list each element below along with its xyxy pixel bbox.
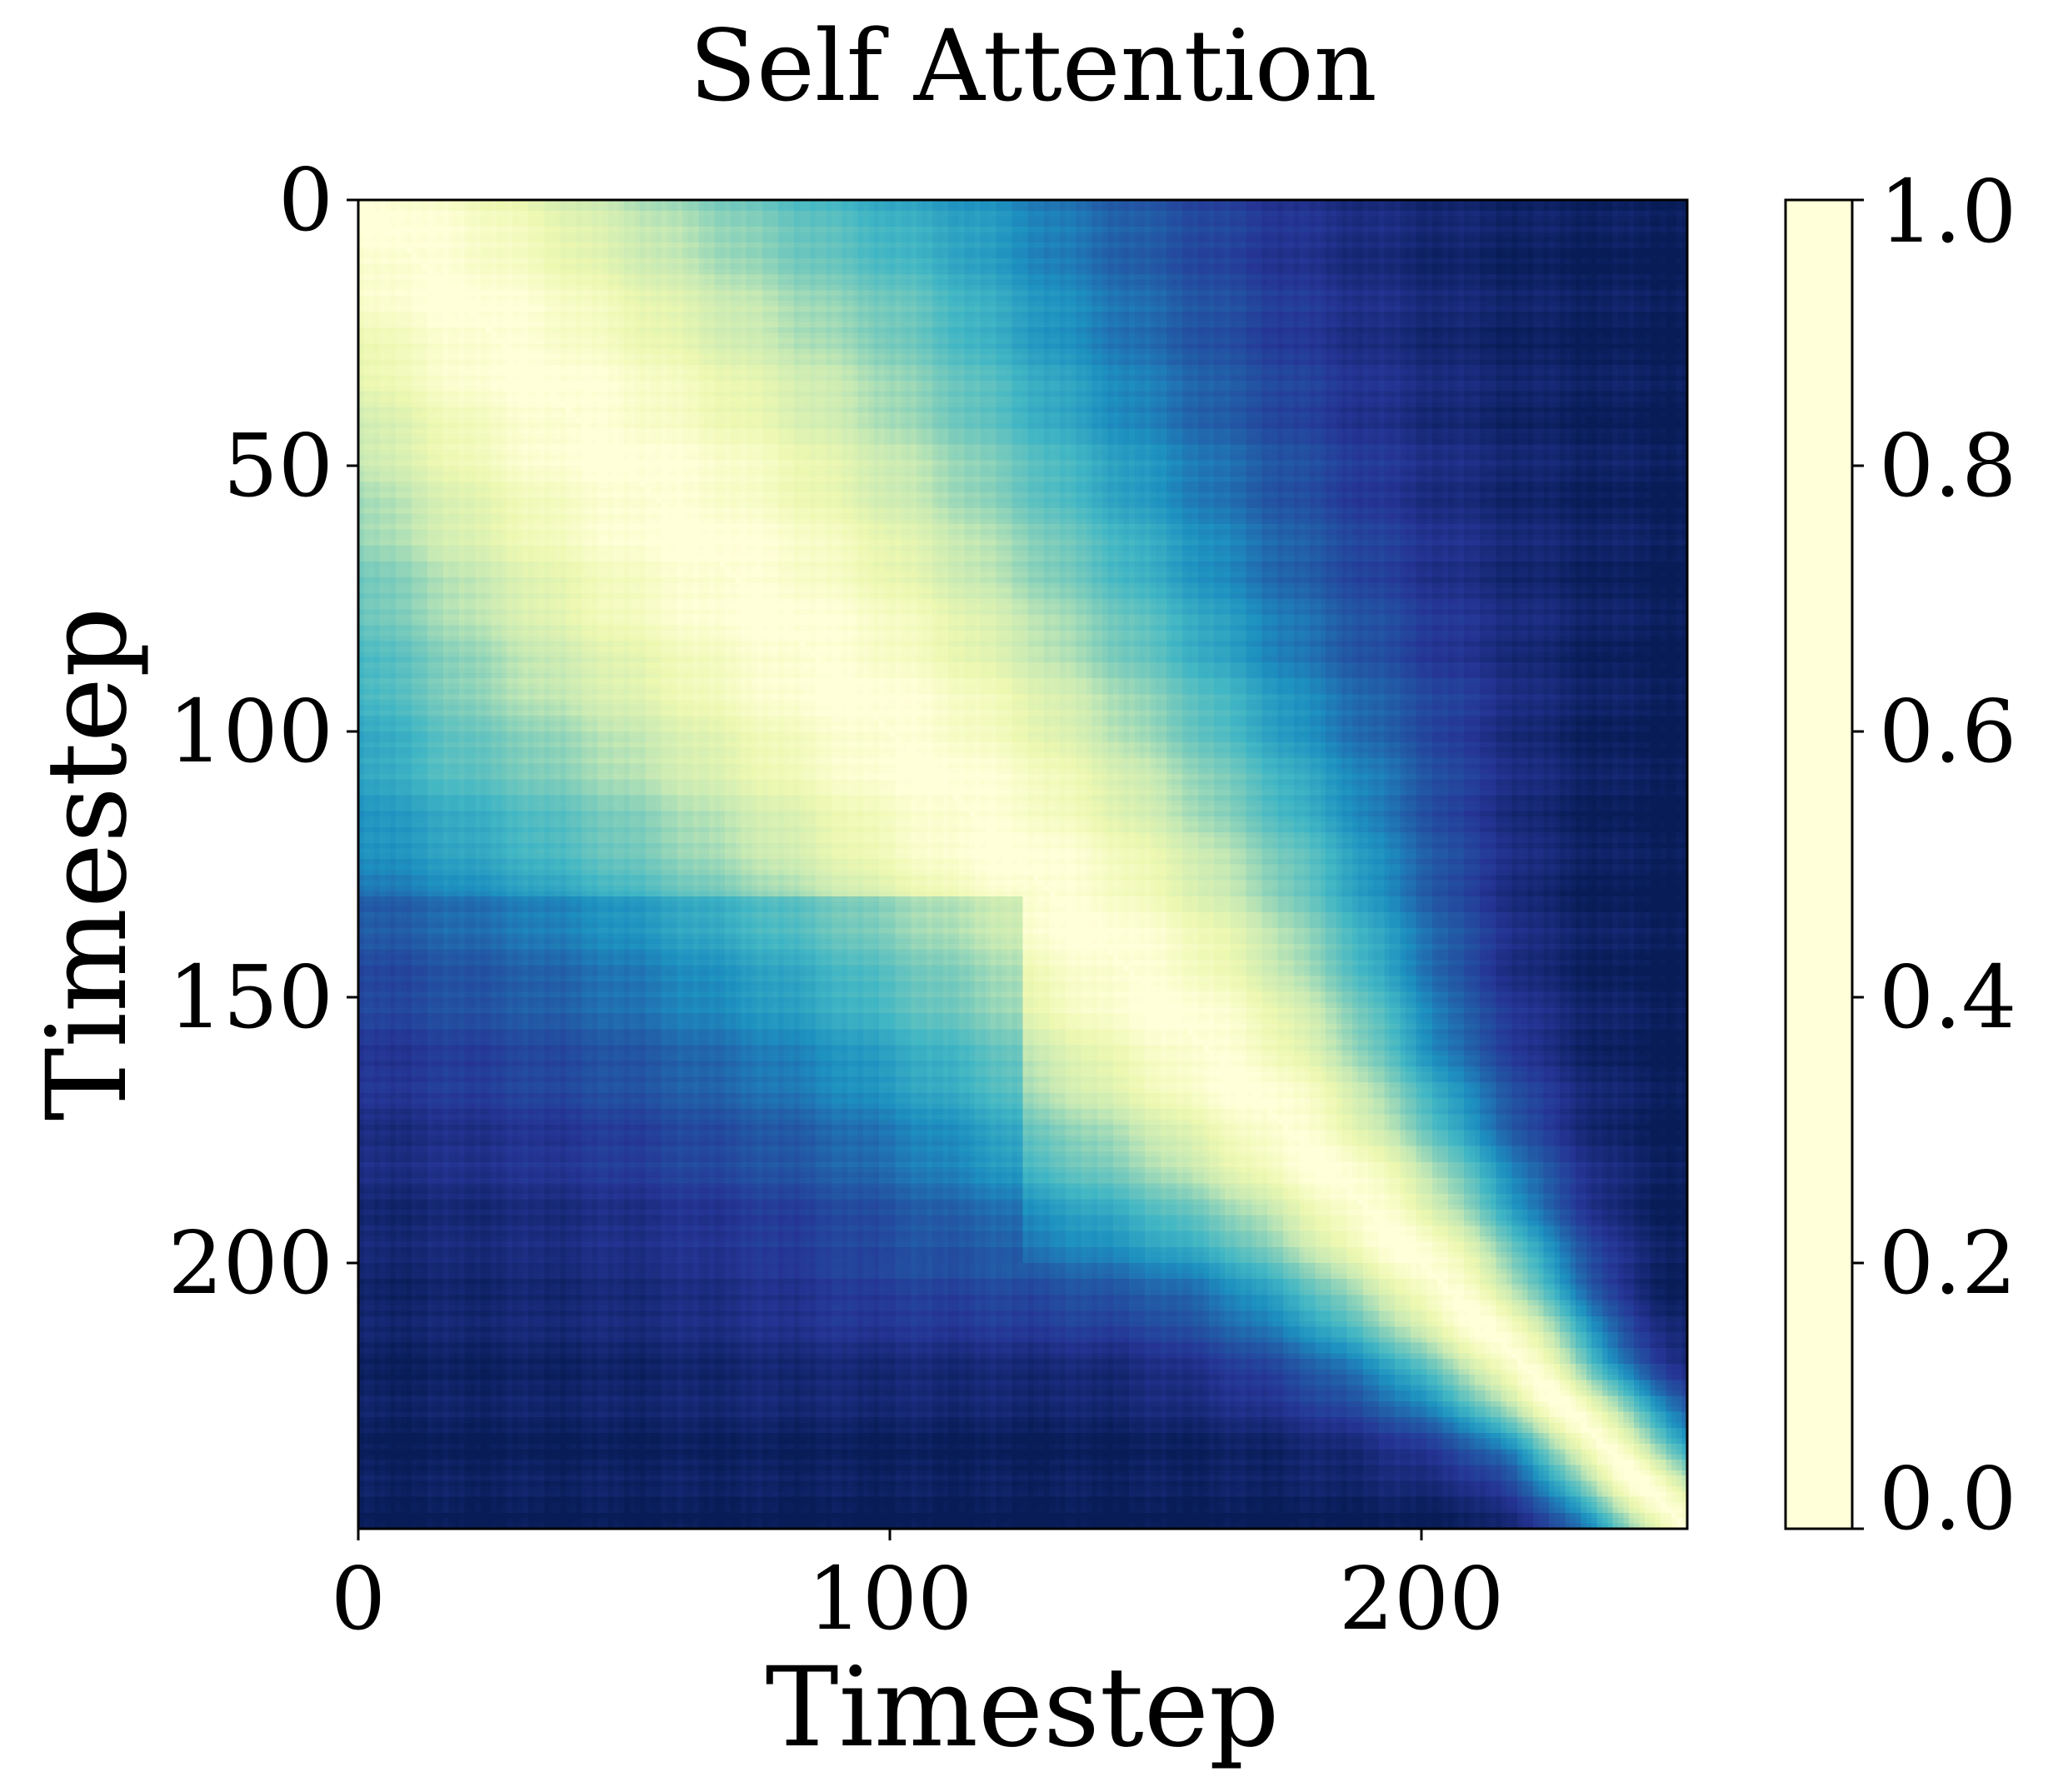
- x-axis-label: Timestep: [766, 1644, 1280, 1772]
- chart-title: Self Attention: [689, 8, 1377, 123]
- x-axis: 0 100 200: [331, 1529, 1504, 1650]
- y-axis: 0 50 100 150 200: [167, 149, 358, 1314]
- colorbar-tick-label: 0.4: [1879, 946, 2016, 1048]
- colorbar-tick-label: 1.0: [1879, 161, 2016, 262]
- y-tick-label: 0: [278, 149, 333, 251]
- y-tick-label: 200: [167, 1212, 333, 1314]
- y-tick-label: 100: [167, 681, 333, 782]
- colorbar: [1784, 198, 1854, 1530]
- colorbar-tick-label: 0.8: [1879, 415, 2016, 517]
- x-tick-label: 0: [331, 1548, 386, 1650]
- y-tick-label: 150: [167, 946, 333, 1048]
- colorbar-ticks: 0.0 0.2 0.4 0.6 0.8 1.0: [1852, 161, 2016, 1550]
- heatmap-image: [358, 200, 1687, 1529]
- y-axis-label: Timestep: [23, 607, 152, 1121]
- colorbar-tick-label: 0.2: [1879, 1212, 2016, 1314]
- plot-frame: [357, 198, 1689, 1530]
- y-tick-label: 50: [223, 415, 333, 517]
- heatmap-cells: [358, 200, 1687, 1529]
- x-tick-label: 100: [807, 1548, 973, 1650]
- colorbar-tick-label: 0.6: [1879, 681, 2016, 782]
- colorbar-tick-label: 0.0: [1879, 1448, 2016, 1550]
- x-tick-label: 200: [1339, 1548, 1505, 1650]
